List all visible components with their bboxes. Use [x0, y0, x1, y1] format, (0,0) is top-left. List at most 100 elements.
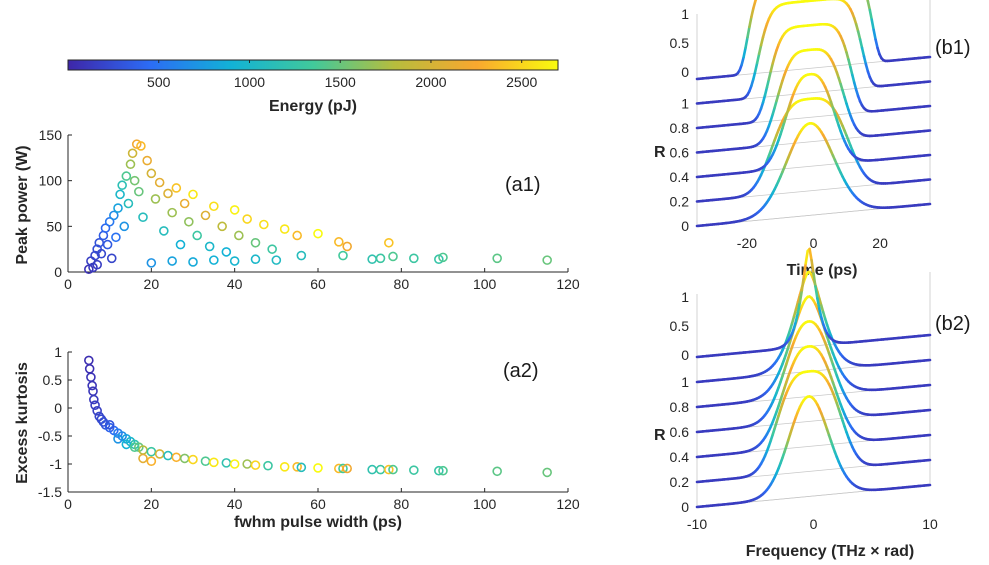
- y-tick-label: 0.4: [670, 169, 690, 185]
- b2-ylabel: R: [654, 427, 666, 444]
- data-point: [338, 463, 348, 474]
- data-point: [434, 465, 444, 476]
- trace-segment: [753, 61, 759, 73]
- x-tick-label: 0: [810, 516, 818, 532]
- data-point: [121, 171, 132, 181]
- data-point: [342, 463, 352, 474]
- b2-y-ticks: 0 0.2 0.4 0.6 0.8 1: [670, 374, 690, 515]
- trace-segment: [798, 289, 804, 304]
- data-point: [125, 159, 136, 170]
- y-tick-label: 0: [681, 499, 689, 515]
- b1-traces: [695, 0, 932, 228]
- trace-segment: [862, 55, 868, 66]
- data-point: [167, 207, 177, 218]
- trace-segment: [856, 30, 862, 41]
- panel-a1: 0 20 40 60 80 100 120 0 50 100 150 Peak power (W)…: [14, 127, 580, 292]
- trace-segment: [740, 55, 745, 67]
- trace-segment: [796, 301, 802, 314]
- y-tick-label: 1: [681, 374, 689, 390]
- data-point: [146, 456, 157, 467]
- a2-xlabel: fwhm pulse width (ps): [234, 514, 402, 531]
- data-point: [113, 433, 123, 444]
- colorbar-tick-label: 2000: [415, 74, 446, 90]
- x-tick-label: 120: [556, 496, 580, 512]
- data-point: [154, 449, 165, 459]
- x-tick-label: 80: [394, 496, 410, 512]
- x-tick-label: 60: [310, 496, 326, 512]
- a1-points: [84, 139, 552, 275]
- data-point: [142, 155, 152, 166]
- data-point: [90, 400, 100, 411]
- data-point: [184, 216, 194, 227]
- y-tick-label: -1.5: [38, 484, 62, 500]
- data-point: [188, 257, 198, 267]
- data-point: [542, 467, 552, 478]
- b1-grid: [696, 0, 931, 227]
- data-point: [179, 198, 190, 209]
- trace-segment: [874, 38, 879, 50]
- trace-segment: [872, 28, 877, 42]
- data-point: [200, 456, 211, 467]
- data-point: [259, 219, 269, 230]
- data-point: [163, 188, 173, 199]
- y-tick-label: 0.2: [670, 194, 690, 210]
- colorbar-tick-label: 500: [147, 74, 171, 90]
- trace-segment: [802, 262, 808, 279]
- data-point: [375, 464, 386, 475]
- y-tick-label: 50: [46, 218, 62, 234]
- colorbar: 500 1000 1500 2000 2500 Energy (pJ): [67, 59, 559, 115]
- trace-segment: [818, 307, 823, 319]
- data-point: [129, 175, 140, 186]
- data-point: [96, 248, 107, 259]
- b2-traces: [695, 247, 932, 509]
- trace-segment: [870, 18, 875, 32]
- trace-segment: [755, 52, 761, 65]
- data-point: [200, 210, 211, 221]
- data-point: [123, 198, 134, 209]
- b1-panel-label: (b1): [935, 37, 971, 59]
- trace-segment: [810, 258, 815, 275]
- trace-segment: [804, 249, 809, 265]
- data-point: [242, 214, 252, 224]
- trace-segment: [814, 285, 819, 300]
- data-point: [159, 226, 169, 236]
- data-point: [279, 224, 290, 234]
- data-point: [104, 216, 115, 227]
- data-point: [111, 232, 121, 243]
- trace-segment: [868, 8, 874, 22]
- b1-xlabel: Time (ps): [787, 262, 858, 279]
- trace-segment: [851, 73, 856, 84]
- data-point: [267, 244, 277, 254]
- y-tick-label: 0: [54, 264, 62, 280]
- data-point: [409, 253, 419, 264]
- y-tick-label: 0.4: [670, 449, 690, 465]
- colorbar-tick-label: 1500: [325, 74, 356, 90]
- trace-segment: [763, 86, 769, 97]
- data-point: [221, 247, 232, 257]
- trace-segment: [794, 311, 800, 323]
- data-point: [342, 241, 352, 252]
- data-point: [221, 458, 232, 468]
- data-point: [229, 256, 240, 266]
- x-tick-label: 20: [872, 235, 888, 251]
- a1-ylabel: Peak power (W): [14, 145, 31, 264]
- z-tick-label: 0.5: [670, 318, 690, 334]
- data-point: [88, 386, 98, 397]
- trace-segment: [866, 0, 872, 12]
- x-tick-label: 20: [144, 276, 160, 292]
- data-point: [292, 461, 302, 472]
- data-point: [209, 457, 219, 468]
- y-tick-label: 0.8: [670, 399, 690, 415]
- trace-segment: [767, 69, 773, 81]
- data-point: [86, 372, 96, 383]
- data-point: [102, 239, 113, 250]
- a2-points: [84, 355, 552, 478]
- trace-segment: [744, 36, 749, 50]
- x-tick-label: 0: [64, 496, 72, 512]
- data-point: [90, 250, 100, 261]
- data-point: [229, 205, 240, 215]
- y-tick-label: -0.5: [38, 428, 62, 444]
- data-point: [367, 254, 377, 265]
- data-point: [115, 189, 125, 200]
